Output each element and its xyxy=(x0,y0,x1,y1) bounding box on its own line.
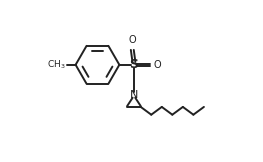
Text: CH$_3$: CH$_3$ xyxy=(47,58,66,71)
Text: N: N xyxy=(130,90,138,100)
Text: O: O xyxy=(129,35,136,45)
Text: O: O xyxy=(153,60,161,70)
Text: S: S xyxy=(129,58,138,71)
